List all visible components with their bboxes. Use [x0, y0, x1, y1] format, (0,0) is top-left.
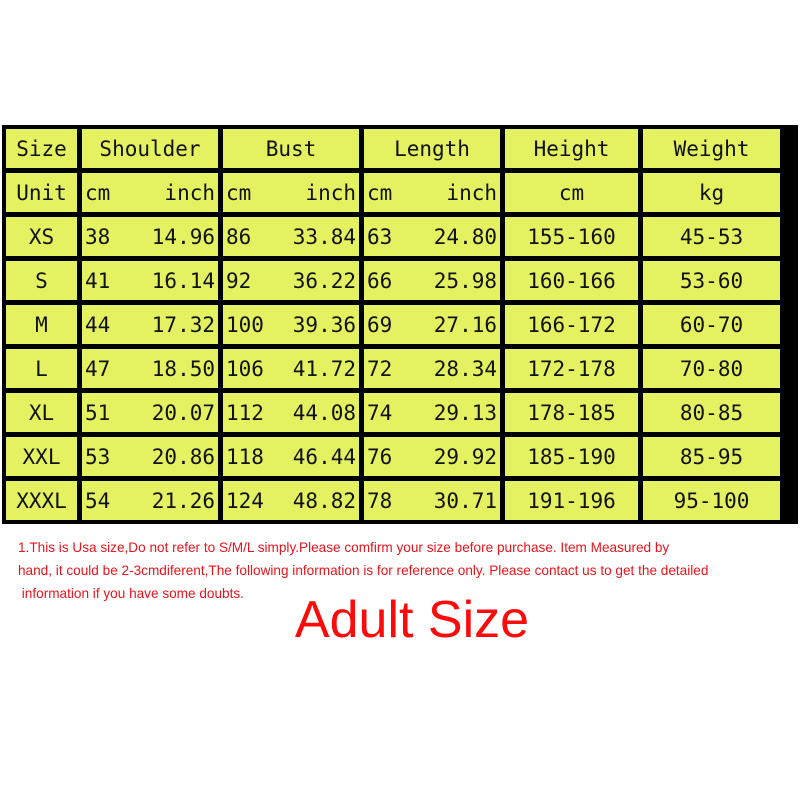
table-cell: 45-53: [643, 217, 780, 256]
table-cell: 191-196: [505, 481, 638, 520]
table-cell: 80-85: [643, 393, 780, 432]
table-cell: 33.84: [289, 217, 359, 256]
table-cell: 38: [82, 217, 148, 256]
column-header: Bust: [223, 129, 359, 168]
table-cell: 51: [82, 393, 148, 432]
table-cell: 21.26: [148, 481, 218, 520]
table-cell: 39.36: [289, 305, 359, 344]
table-cell: 69: [364, 305, 430, 344]
table-cell: 25.98: [430, 261, 500, 300]
unit-cell: cm: [82, 173, 148, 212]
unit-cell: Unit: [6, 173, 77, 212]
table-cell: 124: [223, 481, 289, 520]
unit-cell: cm: [505, 173, 638, 212]
table-cell: 118: [223, 437, 289, 476]
size-label: XXL: [6, 437, 77, 476]
size-label: XXXL: [6, 481, 77, 520]
table-cell: 17.32: [148, 305, 218, 344]
size-label: M: [6, 305, 77, 344]
table-cell: 166-172: [505, 305, 638, 344]
unit-cell: cm: [364, 173, 430, 212]
table-cell: 78: [364, 481, 430, 520]
table-cell: 155-160: [505, 217, 638, 256]
table-cell: 18.50: [148, 349, 218, 388]
table-cell: 44: [82, 305, 148, 344]
table-cell: 160-166: [505, 261, 638, 300]
table-cell: 172-178: [505, 349, 638, 388]
table-cell: 185-190: [505, 437, 638, 476]
unit-cell: kg: [643, 173, 780, 212]
table-cell: 106: [223, 349, 289, 388]
table-cell: 53-60: [643, 261, 780, 300]
table-cell: 24.80: [430, 217, 500, 256]
unit-cell: cm: [223, 173, 289, 212]
table-cell: 20.07: [148, 393, 218, 432]
note-line: hand, it could be 2-3cmdiferent,The foll…: [18, 563, 709, 578]
table-cell: 41: [82, 261, 148, 300]
table-cell: 100: [223, 305, 289, 344]
note-line: information if you have some doubts.: [18, 586, 244, 601]
size-label: L: [6, 349, 77, 388]
table-cell: 16.14: [148, 261, 218, 300]
table-cell: 54: [82, 481, 148, 520]
table-cell: 27.16: [430, 305, 500, 344]
size-label: XL: [6, 393, 77, 432]
table-cell: 112: [223, 393, 289, 432]
table-cell: 29.92: [430, 437, 500, 476]
size-note: 1.This is Usa size,Do not refer to S/M/L…: [18, 536, 800, 605]
table-cell: 178-185: [505, 393, 638, 432]
table-cell: 36.22: [289, 261, 359, 300]
table-cell: 70-80: [643, 349, 780, 388]
table-cell: 46.44: [289, 437, 359, 476]
size-label: XS: [6, 217, 77, 256]
table-cell: 44.08: [289, 393, 359, 432]
unit-cell: inch: [430, 173, 500, 212]
table-cell: 47: [82, 349, 148, 388]
table-cell: 29.13: [430, 393, 500, 432]
table-cell: 48.82: [289, 481, 359, 520]
table-cell: 63: [364, 217, 430, 256]
page-title: Adult Size: [294, 591, 530, 649]
column-header: Length: [364, 129, 500, 168]
table-cell: 66: [364, 261, 430, 300]
table-cell: 20.86: [148, 437, 218, 476]
table-cell: 14.96: [148, 217, 218, 256]
table-cell: 60-70: [643, 305, 780, 344]
column-header: Shoulder: [82, 129, 218, 168]
size-label: S: [6, 261, 77, 300]
table-cell: 92: [223, 261, 289, 300]
column-header: Size: [6, 129, 77, 168]
table-cell: 76: [364, 437, 430, 476]
table-cell: 85-95: [643, 437, 780, 476]
table-cell: 28.34: [430, 349, 500, 388]
table-cell: 72: [364, 349, 430, 388]
table-cell: 86: [223, 217, 289, 256]
table-cell: 74: [364, 393, 430, 432]
unit-cell: inch: [148, 173, 218, 212]
table-cell: 53: [82, 437, 148, 476]
unit-cell: inch: [289, 173, 359, 212]
table-cell: 30.71: [430, 481, 500, 520]
note-line: 1.This is Usa size,Do not refer to S/M/L…: [18, 540, 670, 555]
column-header: Height: [505, 129, 638, 168]
table-cell: 41.72: [289, 349, 359, 388]
size-chart-table: Size Shoulder Bust Length Height Weight Unit cm…: [2, 125, 798, 524]
column-header: Weight: [643, 129, 780, 168]
table-cell: 95-100: [643, 481, 780, 520]
